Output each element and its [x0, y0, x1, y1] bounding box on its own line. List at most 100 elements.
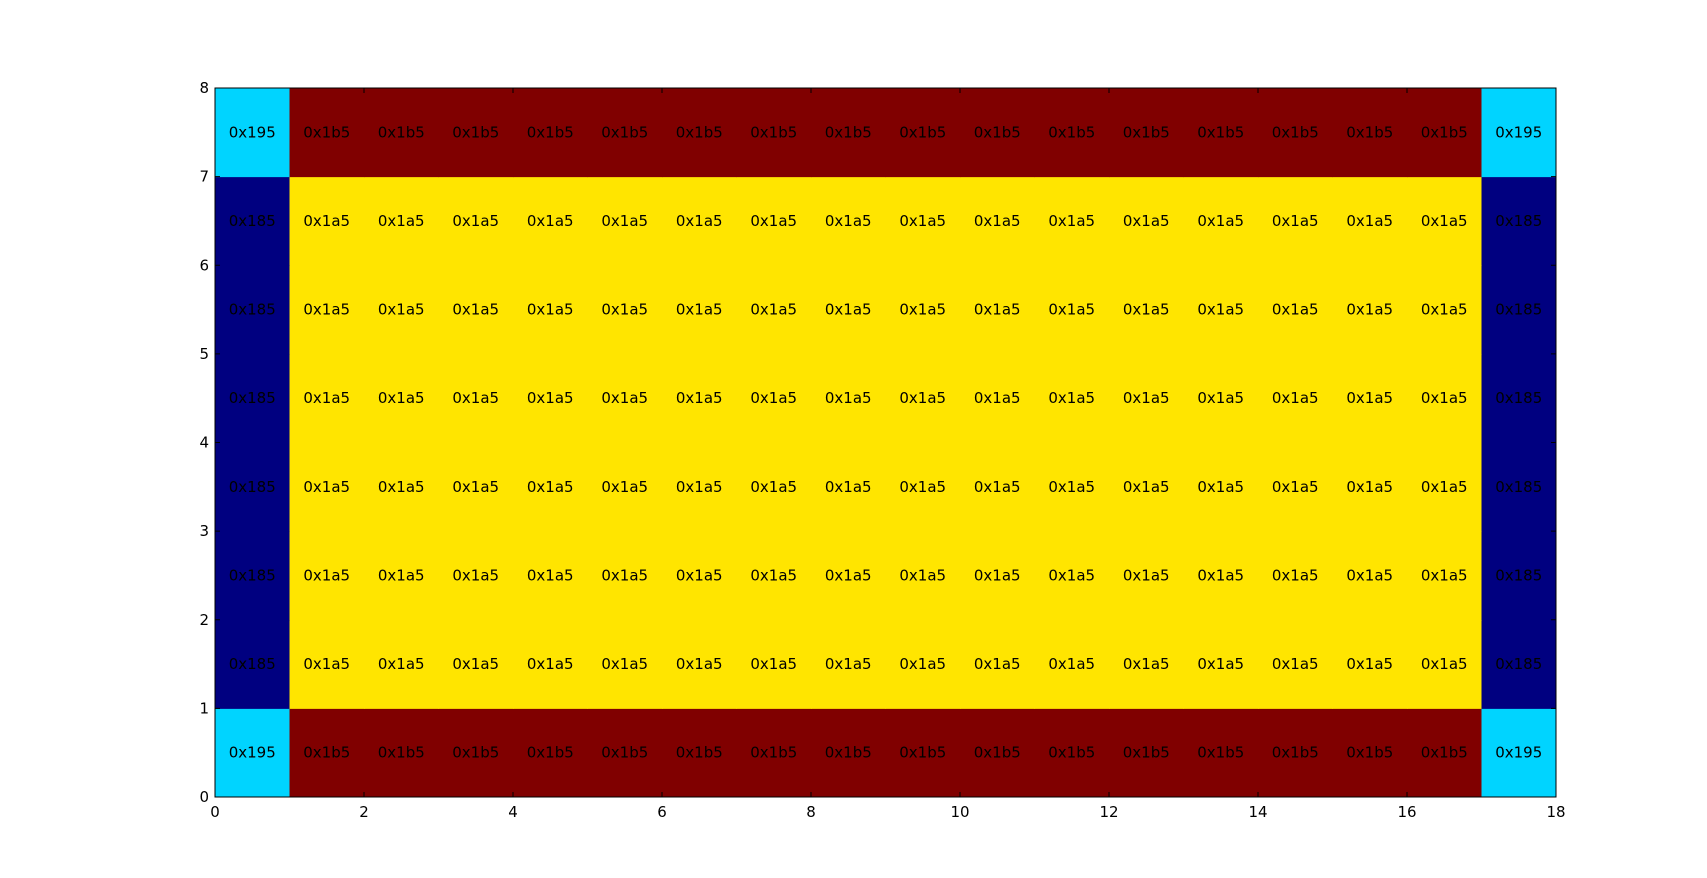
- heatmap-cell: [513, 442, 588, 532]
- cell-value-label: 0x1a5: [1123, 566, 1170, 584]
- heatmap-cell: [438, 88, 514, 178]
- heatmap-cell: [587, 353, 663, 443]
- x-tick-label: 12: [1099, 803, 1118, 821]
- heatmap-cell: [885, 353, 961, 443]
- heatmap-cell: [289, 353, 365, 443]
- heatmap-cell: [1109, 619, 1184, 709]
- heatmap-cell: [587, 442, 663, 532]
- heatmap-cell: [1183, 708, 1259, 798]
- cell-value-label: 0x185: [1495, 301, 1542, 319]
- y-tick-label: 7: [199, 168, 209, 186]
- cell-value-label: 0x1a5: [527, 566, 574, 584]
- cell-value-label: 0x1a5: [1123, 212, 1170, 230]
- heatmap-cell: [364, 708, 439, 798]
- cell-value-label: 0x1a5: [676, 389, 723, 407]
- heatmap-cell: [1183, 88, 1259, 178]
- heatmap-cell: [811, 176, 886, 266]
- cell-value-label: 0x1b5: [1123, 123, 1170, 141]
- heatmap-cell: [736, 708, 812, 798]
- heatmap-cell: [1034, 708, 1110, 798]
- cell-value-label: 0x1a5: [378, 389, 425, 407]
- heatmap-cell: [1332, 531, 1408, 621]
- heatmap-cell: [215, 708, 290, 798]
- heatmap-cell: [960, 708, 1035, 798]
- heatmap-cell: [960, 88, 1035, 178]
- heatmap-cell: [885, 176, 961, 266]
- cell-value-label: 0x1a5: [899, 566, 946, 584]
- heatmap-cell: [513, 176, 588, 266]
- cell-value-label: 0x1a5: [1421, 389, 1468, 407]
- cell-value-label: 0x1b5: [378, 744, 425, 762]
- heatmap-cell: [215, 442, 290, 532]
- heatmap-cell: [438, 176, 514, 266]
- cell-value-label: 0x1b5: [452, 123, 499, 141]
- cell-value-label: 0x185: [1495, 566, 1542, 584]
- heatmap-cell: [1109, 88, 1184, 178]
- cell-value-label: 0x1b5: [974, 744, 1021, 762]
- cell-value-label: 0x1a5: [1421, 212, 1468, 230]
- cell-value-label: 0x1a5: [899, 389, 946, 407]
- cell-value-label: 0x1a5: [378, 301, 425, 319]
- heatmap-cell: [1332, 619, 1408, 709]
- y-tick-label: 3: [199, 522, 209, 540]
- cell-value-label: 0x1a5: [1346, 301, 1393, 319]
- heatmap-cell: [1258, 619, 1333, 709]
- cell-value-label: 0x1a5: [527, 389, 574, 407]
- heatmap-cell: [364, 442, 439, 532]
- cell-value-label: 0x1a5: [1048, 301, 1095, 319]
- cell-value-label: 0x1a5: [750, 301, 797, 319]
- heatmap-cell: [1034, 619, 1110, 709]
- cell-value-label: 0x1a5: [1197, 478, 1244, 496]
- heatmap-cell: [215, 265, 290, 355]
- heatmap-cell: [587, 265, 663, 355]
- heatmap-cell: [885, 619, 961, 709]
- cell-value-label: 0x1a5: [601, 389, 648, 407]
- heatmap-cell: [1481, 88, 1557, 178]
- heatmap-cell: [215, 619, 290, 709]
- cell-value-label: 0x1a5: [676, 212, 723, 230]
- heatmap-cell: [289, 531, 365, 621]
- heatmap-cell: [513, 88, 588, 178]
- cell-value-label: 0x1a5: [303, 389, 350, 407]
- heatmap-cell: [1407, 619, 1482, 709]
- cell-value-label: 0x1a5: [527, 478, 574, 496]
- cell-value-label: 0x1b5: [974, 123, 1021, 141]
- heatmap-cell: [662, 442, 737, 532]
- cell-value-label: 0x1b5: [527, 123, 574, 141]
- heatmap-cell: [811, 531, 886, 621]
- cell-value-label: 0x1a5: [899, 212, 946, 230]
- heatmap-cell: [1109, 531, 1184, 621]
- cell-value-label: 0x1a5: [1346, 212, 1393, 230]
- cell-value-label: 0x1b5: [1123, 744, 1170, 762]
- heatmap-cell: [736, 353, 812, 443]
- cell-value-label: 0x1a5: [1048, 389, 1095, 407]
- heatmap-cell: [662, 531, 737, 621]
- cell-value-label: 0x185: [1495, 655, 1542, 673]
- heatmap-cell: [1407, 265, 1482, 355]
- cell-value-label: 0x1a5: [974, 389, 1021, 407]
- heatmap-cell: [438, 353, 514, 443]
- heatmap-cell: [811, 353, 886, 443]
- heatmap-cell: [1183, 176, 1259, 266]
- cell-value-label: 0x1a5: [676, 566, 723, 584]
- heatmap-cell: [960, 531, 1035, 621]
- y-tick-label: 8: [199, 79, 209, 97]
- x-tick-label: 18: [1546, 803, 1565, 821]
- heatmap-cell: [736, 619, 812, 709]
- heatmap-cell: [1481, 531, 1557, 621]
- heatmap-cell: [1258, 442, 1333, 532]
- cell-value-label: 0x1a5: [452, 301, 499, 319]
- cell-value-label: 0x185: [1495, 389, 1542, 407]
- cell-value-label: 0x1a5: [1123, 655, 1170, 673]
- cell-value-label: 0x1a5: [1048, 655, 1095, 673]
- y-tick-label: 2: [199, 611, 209, 629]
- heatmap-cell-labels: 0x195 0x1b5 0x1b5 0x1b5 0x1b5 0x1b5 0x1b5 0x1b5…: [229, 123, 1543, 761]
- cell-value-label: 0x1b5: [1048, 123, 1095, 141]
- heatmap-cell: [1109, 708, 1184, 798]
- heatmap-cell: [1332, 88, 1408, 178]
- heatmap-cell: [1481, 442, 1557, 532]
- heatmap-cell: [662, 88, 737, 178]
- heatmap-cell: [364, 619, 439, 709]
- cell-value-label: 0x1a5: [750, 212, 797, 230]
- heatmap-cell: [438, 619, 514, 709]
